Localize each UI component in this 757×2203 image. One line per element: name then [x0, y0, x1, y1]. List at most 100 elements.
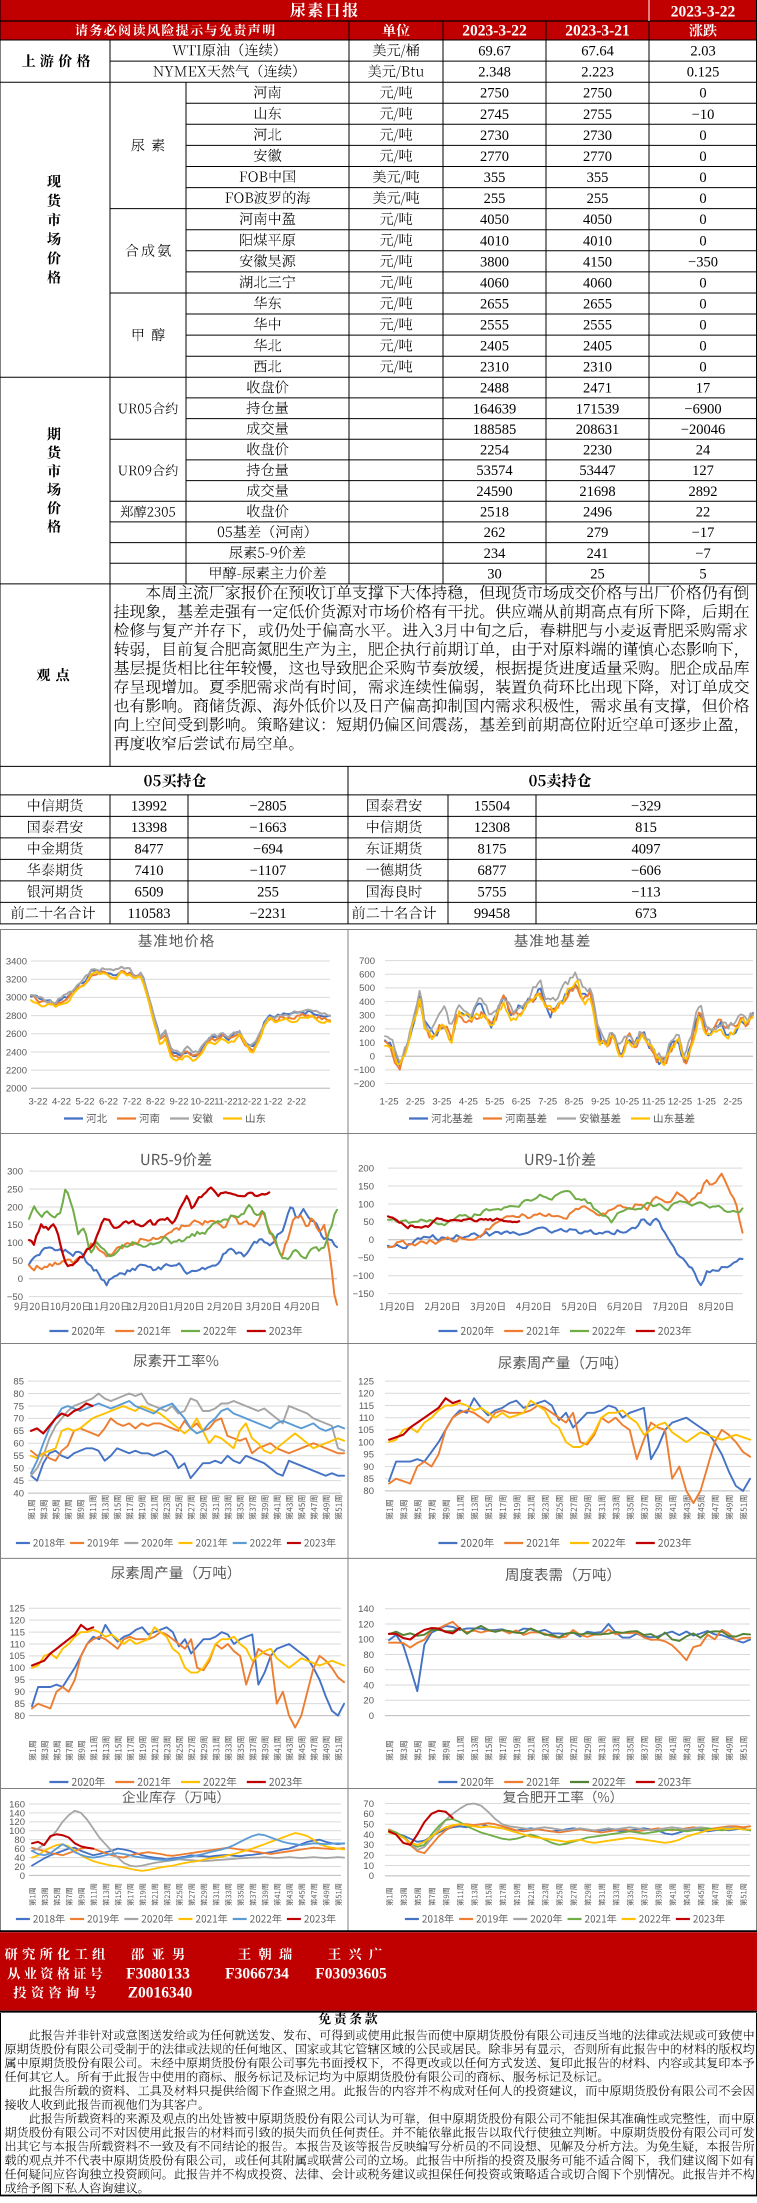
- svg-text:85: 85: [363, 1474, 374, 1485]
- svg-text:2-25: 2-25: [723, 1097, 742, 1108]
- svg-text:3200: 3200: [6, 975, 27, 986]
- svg-text:40: 40: [363, 1830, 374, 1841]
- svg-text:2755: 2755: [583, 107, 612, 123]
- svg-text:0: 0: [370, 1052, 375, 1063]
- svg-text:20: 20: [14, 1862, 25, 1873]
- svg-text:110583: 110583: [128, 906, 171, 922]
- svg-text:262: 262: [484, 525, 506, 541]
- svg-text:85: 85: [14, 1699, 25, 1710]
- svg-text:10: 10: [363, 1861, 374, 1872]
- svg-text:50: 50: [13, 1464, 24, 1475]
- svg-text:2730: 2730: [583, 128, 612, 144]
- svg-text:100: 100: [9, 1826, 25, 1837]
- svg-text:4010: 4010: [480, 233, 509, 249]
- svg-text:9-22: 9-22: [169, 1097, 188, 1108]
- svg-text:8175: 8175: [478, 842, 507, 858]
- svg-text:2.348: 2.348: [478, 65, 511, 81]
- svg-text:4097: 4097: [632, 842, 661, 858]
- svg-text:2200: 2200: [6, 1066, 27, 1077]
- svg-text:8-25: 8-25: [565, 1097, 584, 1108]
- svg-text:0: 0: [699, 318, 706, 334]
- svg-text:241: 241: [587, 546, 609, 562]
- svg-text:250: 250: [7, 1184, 23, 1195]
- svg-text:75: 75: [13, 1401, 24, 1412]
- svg-text:6-25: 6-25: [512, 1097, 531, 1108]
- svg-text:200: 200: [7, 1202, 23, 1213]
- svg-text:0: 0: [699, 212, 706, 228]
- svg-text:140: 140: [9, 1808, 25, 1819]
- svg-text:−50: −50: [358, 1253, 374, 1264]
- svg-text:4010: 4010: [583, 233, 612, 249]
- svg-text:5: 5: [699, 567, 706, 583]
- svg-text:0: 0: [699, 233, 706, 249]
- svg-text:50: 50: [363, 1217, 374, 1228]
- svg-text:2745: 2745: [480, 107, 509, 123]
- svg-text:45: 45: [13, 1476, 24, 1487]
- svg-text:234: 234: [484, 546, 507, 562]
- svg-text:0: 0: [18, 1274, 23, 1285]
- svg-text:1-22: 1-22: [263, 1097, 282, 1108]
- svg-text:255: 255: [257, 885, 279, 901]
- svg-text:105: 105: [9, 1651, 25, 1662]
- svg-text:0: 0: [369, 1235, 374, 1246]
- svg-text:−2231: −2231: [249, 906, 286, 922]
- svg-text:−50: −50: [7, 1292, 23, 1303]
- svg-text:2230: 2230: [583, 443, 612, 459]
- svg-text:120: 120: [9, 1616, 25, 1627]
- svg-text:2770: 2770: [583, 149, 612, 165]
- svg-text:4060: 4060: [480, 275, 509, 291]
- svg-text:53447: 53447: [579, 463, 615, 479]
- svg-text:80: 80: [363, 1650, 374, 1661]
- svg-text:−350: −350: [688, 254, 718, 270]
- svg-text:15504: 15504: [474, 799, 511, 815]
- svg-text:17: 17: [696, 381, 711, 397]
- svg-text:2800: 2800: [6, 1011, 27, 1022]
- svg-text:8-22: 8-22: [146, 1097, 165, 1108]
- svg-text:3-22: 3-22: [28, 1097, 47, 1108]
- svg-text:80: 80: [363, 1486, 374, 1497]
- svg-text:2.223: 2.223: [581, 65, 614, 81]
- svg-text:90: 90: [363, 1462, 374, 1473]
- svg-text:0: 0: [699, 128, 706, 144]
- svg-text:95: 95: [14, 1675, 25, 1686]
- svg-text:3-25: 3-25: [432, 1097, 451, 1108]
- svg-text:11-22: 11-22: [214, 1097, 238, 1108]
- svg-text:22: 22: [696, 505, 711, 521]
- svg-text:0: 0: [699, 275, 706, 291]
- svg-text:7410: 7410: [135, 863, 164, 879]
- svg-text:120: 120: [358, 1389, 374, 1400]
- svg-text:150: 150: [7, 1220, 23, 1231]
- svg-text:55: 55: [13, 1451, 24, 1462]
- svg-text:150: 150: [358, 1181, 374, 1192]
- svg-text:2892: 2892: [689, 484, 718, 500]
- svg-text:171539: 171539: [576, 401, 620, 417]
- svg-text:115: 115: [359, 1401, 374, 1412]
- svg-text:115: 115: [10, 1627, 25, 1638]
- svg-text:80: 80: [13, 1389, 24, 1400]
- svg-text:110: 110: [359, 1413, 374, 1424]
- svg-text:6-22: 6-22: [99, 1097, 118, 1108]
- svg-text:105: 105: [358, 1425, 374, 1436]
- svg-text:2023-3-21: 2023-3-21: [565, 23, 630, 40]
- svg-text:160: 160: [9, 1799, 25, 1810]
- svg-text:673: 673: [635, 906, 657, 922]
- svg-text:4050: 4050: [480, 212, 509, 228]
- svg-text:90: 90: [14, 1687, 25, 1698]
- svg-text:100: 100: [358, 1635, 374, 1646]
- svg-text:208631: 208631: [576, 422, 620, 438]
- svg-text:255: 255: [484, 191, 506, 207]
- svg-text:188585: 188585: [473, 422, 517, 438]
- svg-text:10-25: 10-25: [615, 1097, 639, 1108]
- svg-text:127: 127: [692, 463, 714, 479]
- svg-text:10-22: 10-22: [190, 1097, 214, 1108]
- svg-text:99458: 99458: [474, 906, 510, 922]
- svg-text:12308: 12308: [474, 820, 510, 836]
- svg-text:2655: 2655: [480, 297, 509, 313]
- svg-text:2405: 2405: [480, 339, 509, 355]
- svg-text:5755: 5755: [478, 885, 507, 901]
- svg-text:4-25: 4-25: [459, 1097, 478, 1108]
- svg-text:50: 50: [363, 1820, 374, 1831]
- svg-text:70: 70: [363, 1799, 374, 1810]
- svg-text:2400: 2400: [6, 1047, 27, 1058]
- svg-text:13398: 13398: [131, 820, 167, 836]
